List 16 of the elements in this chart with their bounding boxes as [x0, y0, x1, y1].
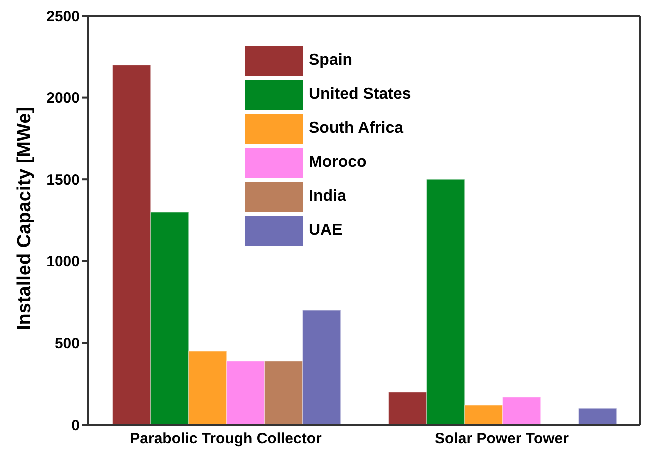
legend-label: United States [309, 86, 412, 104]
y-tick-label: 1500 [46, 172, 80, 189]
legend-label: Spain [309, 52, 353, 70]
legend-label: UAE [309, 222, 343, 240]
y-tick-label: 500 [54, 336, 80, 353]
y-tick-label: 1000 [46, 254, 80, 271]
y-tick-label: 0 [72, 417, 80, 434]
legend-label: South Africa [309, 120, 404, 138]
bar [578, 408, 618, 425]
x-tick-label: Parabolic Trough Collector [130, 430, 322, 448]
legend-label: India [309, 188, 346, 206]
y-tick-label: 2500 [46, 8, 80, 26]
legend-label: Moroco [309, 154, 367, 172]
y-axis-title: Installed Capacity [MWe] [14, 107, 36, 330]
x-tick-label: Solar Power Tower [435, 430, 570, 448]
y-tick-label: 2000 [46, 90, 80, 108]
